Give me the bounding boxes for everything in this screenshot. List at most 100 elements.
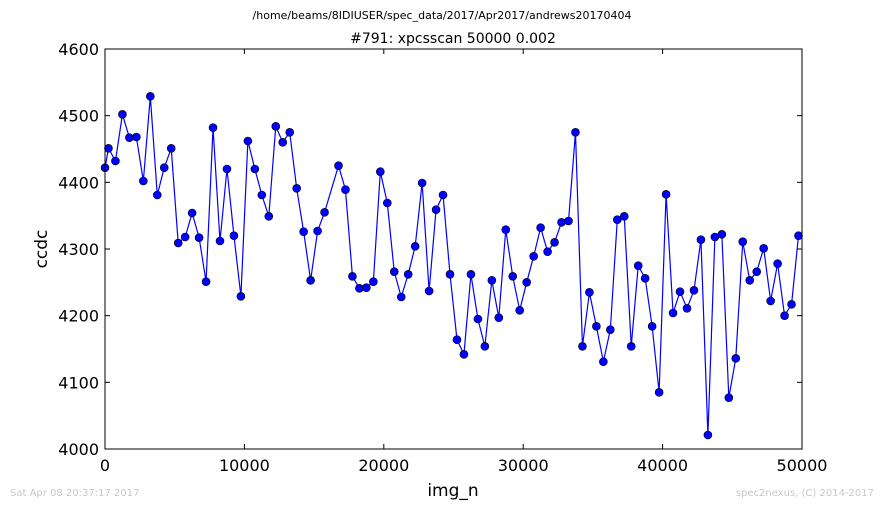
- data-point: [780, 311, 789, 320]
- data-point: [320, 208, 329, 217]
- data-point: [438, 190, 448, 200]
- data-point: [306, 276, 315, 285]
- data-point: [612, 215, 622, 224]
- data-point: [606, 325, 615, 334]
- y-tick-label: 4600: [58, 40, 99, 59]
- data-point: [118, 110, 127, 119]
- data-point: [417, 178, 427, 188]
- data-point: [675, 287, 685, 296]
- y-tick-label: 4200: [58, 307, 99, 326]
- data-point: [703, 430, 713, 440]
- data-point: [745, 276, 755, 285]
- data-point: [376, 167, 385, 176]
- data-point: [369, 277, 378, 286]
- data-point: [111, 156, 120, 166]
- y-tick-label: 4100: [58, 373, 99, 392]
- data-point: [250, 164, 260, 174]
- data-point: [689, 286, 699, 295]
- data-point: [766, 296, 775, 306]
- data-point: [571, 128, 580, 137]
- data-point: [362, 283, 371, 292]
- footer-credit: spec2nexus, (C) 2014-2017: [735, 488, 874, 499]
- data-point: [187, 208, 197, 218]
- data-point: [557, 218, 566, 227]
- y-tick-label: 4300: [58, 240, 99, 259]
- data-point: [522, 278, 531, 287]
- data-point: [201, 277, 211, 286]
- data-point: [480, 342, 490, 351]
- data-point: [494, 313, 504, 322]
- x-tick-label: 50000: [777, 456, 828, 475]
- data-point: [139, 176, 148, 186]
- data-point: [543, 247, 552, 256]
- data-point: [529, 252, 538, 261]
- series-line: [104, 96, 800, 436]
- data-point: [389, 267, 399, 276]
- axis-ticks: 0 10000 20000 30000 40000 50000 4000 4100 4200 43…: [58, 40, 827, 475]
- data-point: [578, 342, 587, 351]
- data-point: [626, 342, 636, 351]
- data-point: [654, 388, 664, 397]
- data-point: [452, 335, 462, 344]
- y-tick-label: 4000: [58, 440, 99, 459]
- data-point: [382, 198, 392, 208]
- data-point: [473, 314, 483, 324]
- data-point: [773, 259, 782, 268]
- data-point: [278, 138, 288, 147]
- data-point: [424, 286, 434, 296]
- x-tick-label: 0: [100, 456, 110, 475]
- figure-suptitle: /home/beams/8IDIUSER/spec_data/2017/Apr2…: [252, 9, 632, 22]
- data-point: [173, 238, 183, 248]
- data-point: [515, 306, 525, 315]
- data-point: [222, 164, 232, 174]
- footer-timestamp: Sat Apr 08 20:37:17 2017: [10, 488, 140, 499]
- data-point: [633, 261, 643, 270]
- data-point: [668, 308, 678, 318]
- data-point: [487, 276, 497, 285]
- data-point: [550, 238, 559, 247]
- data-point: [431, 205, 441, 214]
- data-point: [152, 190, 162, 200]
- data-point: [180, 232, 190, 242]
- data-point: [564, 216, 573, 226]
- data-point: [104, 144, 113, 153]
- data-point: [348, 272, 357, 281]
- data-point: [403, 270, 413, 279]
- data-point: [215, 236, 225, 246]
- data-point: [229, 231, 239, 240]
- data-point: [159, 163, 169, 172]
- data-point: [243, 136, 253, 146]
- x-tick-label: 20000: [358, 456, 409, 475]
- data-point: [640, 274, 650, 283]
- data-point: [592, 322, 601, 331]
- x-tick-label: 30000: [498, 456, 549, 475]
- chart-title: #791: xpcsscan 50000 0.002: [350, 31, 556, 47]
- data-point: [466, 270, 476, 279]
- data-point: [787, 300, 796, 309]
- data-point: [459, 350, 469, 359]
- data-point: [146, 92, 155, 101]
- data-point: [208, 123, 218, 132]
- y-tick-label: 4500: [58, 107, 99, 126]
- y-axis-label: ccdc: [32, 230, 52, 269]
- data-point: [794, 231, 803, 240]
- x-axis-label: img_n: [427, 481, 478, 501]
- data-point: [132, 132, 141, 142]
- data-point: [696, 235, 706, 244]
- axes-frame: [104, 48, 803, 450]
- data-point: [731, 354, 741, 363]
- data-point: [313, 226, 322, 236]
- data-point: [341, 185, 350, 194]
- data-point: [585, 288, 594, 297]
- data-point: [724, 393, 734, 402]
- data-point: [271, 122, 281, 131]
- data-point: [599, 357, 608, 366]
- data-point: [194, 233, 204, 242]
- data-point: [299, 227, 308, 236]
- x-tick-label: 10000: [219, 456, 270, 475]
- data-point: [410, 242, 420, 251]
- data-point: [717, 230, 727, 239]
- data-point: [257, 190, 267, 200]
- x-tick-label: 40000: [637, 456, 688, 475]
